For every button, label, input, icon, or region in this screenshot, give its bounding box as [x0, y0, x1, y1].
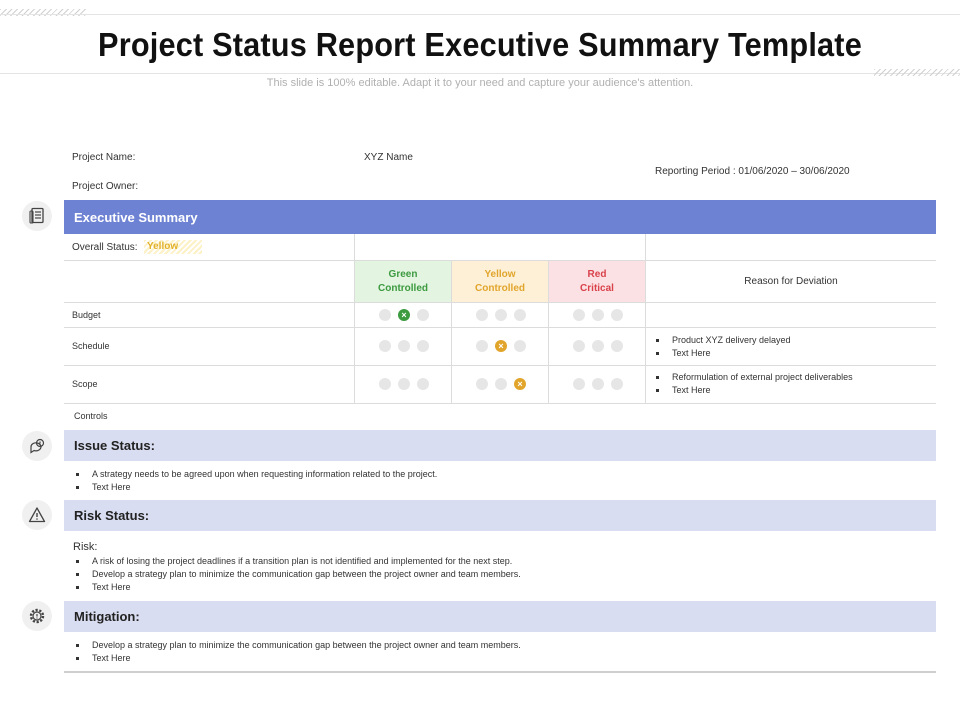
- column-header-green: Green Controlled: [355, 261, 451, 302]
- decorative-hatch-right: [874, 69, 960, 76]
- risk-intro-label: Risk:: [73, 541, 98, 553]
- status-dot-group: ×: [476, 378, 526, 390]
- reason-for-deviation-header: Reason for Deviation: [744, 275, 838, 287]
- status-dot-group: ×: [476, 340, 526, 352]
- status-dot: [611, 309, 623, 321]
- list-item: Text Here: [72, 652, 521, 665]
- status-dot: [417, 378, 429, 390]
- list-item: Text Here: [652, 384, 853, 397]
- list-item: Develop a strategy plan to minimize the …: [72, 639, 521, 652]
- status-mark-icon: ×: [514, 378, 526, 390]
- status-dot-group: [379, 340, 429, 352]
- status-dot: [573, 378, 585, 390]
- table-divider: [645, 234, 646, 403]
- table-divider: [64, 403, 936, 404]
- status-dot-group: [573, 340, 623, 352]
- executive-summary-bar: Executive Summary: [64, 200, 936, 234]
- controls-label: Controls: [74, 411, 108, 421]
- table-divider: [451, 260, 452, 403]
- status-dot: [611, 378, 623, 390]
- overall-status-label: Overall Status:: [72, 242, 138, 253]
- list-item: Product XYZ delivery delayed: [652, 334, 791, 347]
- status-mark-icon: ×: [495, 340, 507, 352]
- status-dot: [398, 378, 410, 390]
- list-item: A strategy needs to be agreed upon when …: [72, 468, 437, 481]
- status-mark-icon: ×: [398, 309, 410, 321]
- status-dot: [417, 340, 429, 352]
- decorative-hatch-left: [0, 9, 86, 16]
- reporting-period: Reporting Period : 01/06/2020 – 30/06/20…: [655, 166, 850, 177]
- status-dot: [476, 378, 488, 390]
- mitigation-list: Develop a strategy plan to minimize the …: [72, 639, 521, 665]
- page-title: Project Status Report Executive Summary …: [98, 26, 862, 63]
- status-dot: [495, 309, 507, 321]
- table-divider: [64, 365, 936, 366]
- status-dot: [495, 378, 507, 390]
- project-name-label: Project Name:: [72, 152, 136, 163]
- status-dot: [379, 340, 391, 352]
- risk-status-bar: Risk Status:: [64, 500, 936, 531]
- overall-status-value: Yellow: [144, 240, 202, 254]
- status-dot-group: ×: [379, 309, 429, 321]
- status-dot: [592, 309, 604, 321]
- row-label-schedule: Schedule: [72, 341, 110, 351]
- list-item: Develop a strategy plan to minimize the …: [72, 568, 521, 581]
- table-divider: [64, 260, 936, 261]
- column-header-red: Red Critical: [549, 261, 645, 302]
- chat-bubbles-icon: [22, 431, 52, 461]
- status-dot: [592, 378, 604, 390]
- schedule-reasons: Product XYZ delivery delayed Text Here: [652, 334, 791, 360]
- project-name-value: XYZ Name: [364, 152, 413, 163]
- document-list-icon: [22, 201, 52, 231]
- title-frame: [0, 14, 960, 74]
- status-dot: [592, 340, 604, 352]
- status-dot-group: [573, 309, 623, 321]
- project-owner-label: Project Owner:: [72, 181, 139, 192]
- status-dot: [398, 340, 410, 352]
- status-dot: [611, 340, 623, 352]
- row-label-budget: Budget: [72, 310, 101, 320]
- status-dot: [379, 309, 391, 321]
- status-dot: [573, 340, 585, 352]
- table-divider: [64, 302, 936, 303]
- issue-status-bar: Issue Status:: [64, 430, 936, 461]
- table-divider: [354, 234, 355, 403]
- gear-icon: [22, 601, 52, 631]
- status-dot: [514, 340, 526, 352]
- list-item: Text Here: [72, 581, 521, 594]
- warning-icon: [22, 500, 52, 530]
- row-label-scope: Scope: [72, 379, 98, 389]
- mitigation-bar: Mitigation:: [64, 601, 936, 632]
- status-dot: [573, 309, 585, 321]
- status-dot-group: [476, 309, 526, 321]
- status-dot: [379, 378, 391, 390]
- column-header-yellow: Yellow Controlled: [452, 261, 548, 302]
- bottom-rule: [64, 671, 936, 673]
- list-item: Text Here: [652, 347, 791, 360]
- status-dot: [476, 309, 488, 321]
- list-item: A risk of losing the project deadlines i…: [72, 555, 521, 568]
- status-dot-group: [379, 378, 429, 390]
- list-item: Text Here: [72, 481, 437, 494]
- page-subtitle: This slide is 100% editable. Adapt it to…: [266, 77, 694, 89]
- issue-status-list: A strategy needs to be agreed upon when …: [72, 468, 437, 494]
- status-dot: [514, 309, 526, 321]
- risk-status-list: A risk of losing the project deadlines i…: [72, 555, 521, 594]
- scope-reasons: Reformulation of external project delive…: [652, 371, 853, 397]
- status-dot: [417, 309, 429, 321]
- list-item: Reformulation of external project delive…: [652, 371, 853, 384]
- table-divider: [548, 260, 549, 403]
- table-divider: [64, 327, 936, 328]
- status-dot-group: [573, 378, 623, 390]
- status-dot: [476, 340, 488, 352]
